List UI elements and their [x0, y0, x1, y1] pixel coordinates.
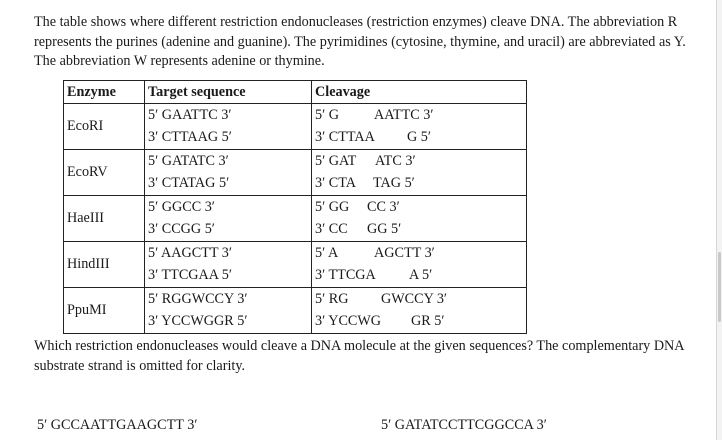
header-target-sequence: Target sequence: [144, 80, 312, 104]
table-row: HindIII 5′ AAGCTT 3′ 3′ TTCGAA 5′ 5′ A AG…: [63, 241, 527, 288]
target-top-strand: 5′ GAATTC 3′: [148, 107, 232, 123]
target-sequence-cell: 5′ GGCC 3′ 3′ CCGG 5′: [144, 195, 312, 242]
cleave-bottom-left: 3′ CC: [315, 220, 348, 237]
cleave-bottom-right: A 5′: [409, 266, 433, 283]
enzyme-name: HindIII: [63, 241, 145, 288]
vertical-scrollbar[interactable]: [717, 0, 722, 440]
table-row: EcoRV 5′ GATATC 3′ 3′ CTATAG 5′ 5′ GAT AT…: [63, 149, 527, 196]
cleave-top-right: GWCCY 3′: [381, 291, 448, 307]
enzyme-name: EcoRI: [63, 103, 145, 150]
cleavage-cell: 5′ GAT ATC 3′ 3′ CTA TAG 5′: [311, 149, 527, 196]
enzyme-name: EcoRV: [63, 149, 145, 196]
cleave-bottom-left: 3′ TTCGA: [315, 266, 376, 283]
cleave-top-right: ATC 3′: [375, 153, 416, 169]
target-top-strand: 5′ RGGWCCY 3′: [148, 291, 248, 307]
target-sequence-cell: 5′ GATATC 3′ 3′ CTATAG 5′: [144, 149, 312, 196]
target-bottom-strand: 3′ YCCWGGR 5′: [148, 312, 248, 329]
intro-paragraph: The table shows where different restrict…: [34, 14, 686, 69]
sequence-option-2: 5′ GATATCCTTCGGCCA 3′: [381, 417, 547, 433]
header-enzyme: Enzyme: [63, 80, 145, 104]
target-top-strand: 5′ GGCC 3′: [148, 199, 215, 215]
cleavage-cell: 5′ GG CC 3′ 3′ CC GG 5′: [311, 195, 527, 242]
target-sequence-cell: 5′ RGGWCCY 3′ 3′ YCCWGGR 5′: [144, 287, 312, 334]
target-bottom-strand: 3′ CTTAAG 5′: [148, 128, 232, 145]
target-bottom-strand: 3′ CCGG 5′: [148, 220, 215, 237]
cleave-bottom-left: 3′ CTTAA: [315, 128, 375, 145]
scrollbar-thumb[interactable]: [718, 252, 721, 322]
cleave-bottom-left: 3′ YCCWG: [315, 312, 382, 329]
cleavage-cell: 5′ RG GWCCY 3′ 3′ YCCWG GR 5′: [311, 287, 527, 334]
cleave-bottom-left: 3′ CTA: [315, 174, 356, 191]
cleavage-cell: 5′ A AGCTT 3′ 3′ TTCGA A 5′: [311, 241, 527, 288]
cleavage-cell: 5′ G AATTC 3′ 3′ CTTAA G 5′: [311, 103, 527, 150]
cleave-top-left: 5′ GAT: [315, 153, 357, 169]
cleave-bottom-right: G 5′: [407, 128, 431, 145]
cleave-top-left: 5′ GG: [315, 199, 350, 215]
table-header-row: Enzyme Target sequence Cleavage: [63, 80, 527, 104]
enzyme-name: HaeIII: [63, 195, 145, 242]
header-cleavage: Cleavage: [311, 80, 527, 104]
table-row: HaeIII 5′ GGCC 3′ 3′ CCGG 5′ 5′ GG CC 3′ …: [63, 195, 527, 242]
cleave-top-left: 5′ A: [315, 245, 339, 261]
target-sequence-cell: 5′ AAGCTT 3′ 3′ TTCGAA 5′: [144, 241, 312, 288]
question-text: Which restriction endonucleases would cl…: [34, 338, 684, 374]
table-row: PpuMI 5′ RGGWCCY 3′ 3′ YCCWGGR 5′ 5′ RG G…: [63, 287, 527, 334]
table-row: EcoRI 5′ GAATTC 3′ 3′ CTTAAG 5′ 5′ G AATT…: [63, 103, 527, 150]
target-bottom-strand: 3′ TTCGAA 5′: [148, 266, 232, 283]
target-bottom-strand: 3′ CTATAG 5′: [148, 174, 230, 191]
target-sequence-cell: 5′ GAATTC 3′ 3′ CTTAAG 5′: [144, 103, 312, 150]
cleave-top-right: CC 3′: [367, 199, 400, 215]
enzyme-table: Enzyme Target sequence Cleavage EcoRI 5′…: [63, 80, 527, 334]
enzyme-name: PpuMI: [63, 287, 145, 334]
sequence-option-1: 5′ GCCAATTGAAGCTT 3′: [37, 417, 198, 433]
target-top-strand: 5′ AAGCTT 3′: [148, 245, 232, 261]
cleave-top-left: 5′ G: [315, 107, 339, 123]
cleave-bottom-right: GR 5′: [411, 312, 445, 329]
cleave-top-left: 5′ RG: [315, 291, 349, 307]
cleave-top-right: AATTC 3′: [374, 107, 434, 123]
target-top-strand: 5′ GATATC 3′: [148, 153, 229, 169]
cleave-top-right: AGCTT 3′: [374, 245, 435, 261]
cleave-bottom-right: GG 5′: [367, 220, 402, 237]
cleave-bottom-right: TAG 5′: [373, 174, 415, 191]
